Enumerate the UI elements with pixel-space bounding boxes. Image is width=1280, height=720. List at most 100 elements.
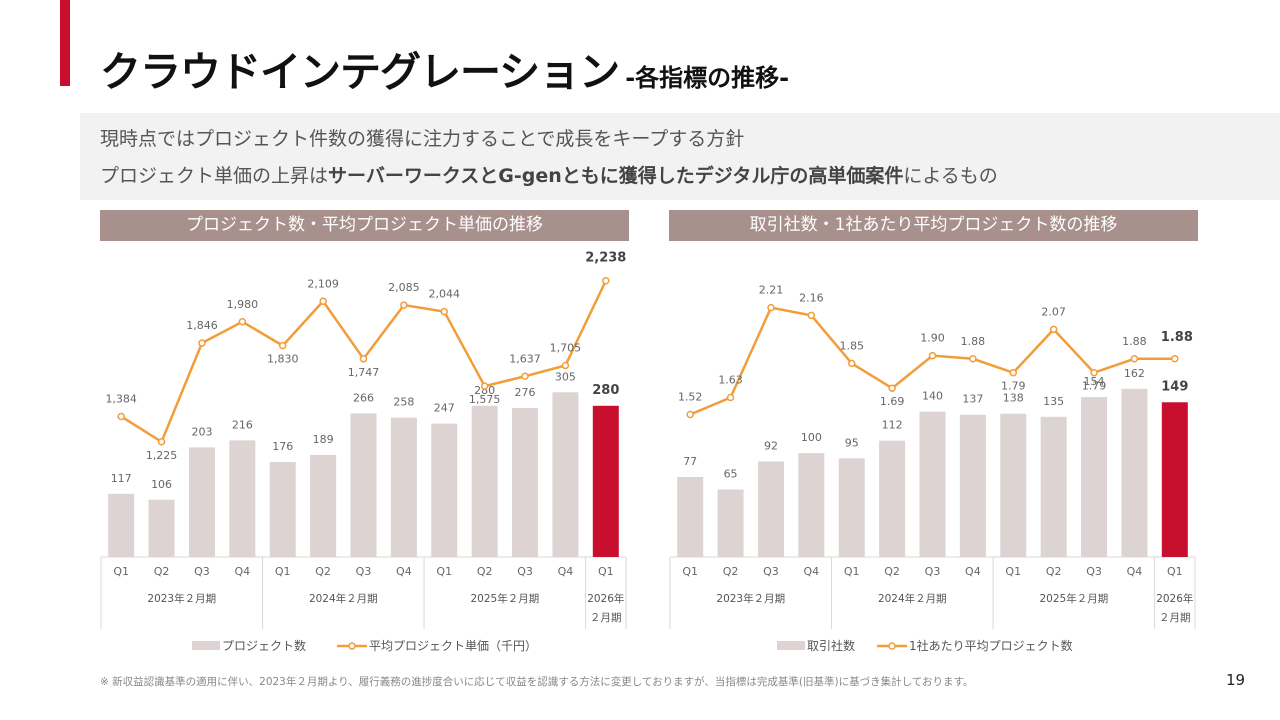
- chart-right-line-point-5: [888, 384, 896, 392]
- chart-right-bar-4: [838, 458, 865, 557]
- chart-left-bar-9: [471, 405, 498, 557]
- chart-left-category-9: Q2: [477, 565, 493, 578]
- chart-left-line-label-7: 2,085: [388, 281, 420, 294]
- chart-right-line-point-8: [1009, 368, 1018, 377]
- chart-left-bar-5: [310, 454, 337, 557]
- chart-right-line-label-5: 1.69: [880, 395, 905, 408]
- chart-left-line-label-8: 2,044: [429, 288, 461, 301]
- chart-left-bar-4: [269, 461, 296, 557]
- chart-right-bar-12: [1161, 402, 1188, 557]
- chart-right-group-label-3: 2026年２月期: [1156, 592, 1193, 624]
- summary-line-2-pre: プロジェクト単価の上昇は: [100, 165, 329, 187]
- page-title-main: クラウドインテグレーション: [100, 48, 620, 96]
- chart-left-line-label-11: 1,705: [550, 341, 582, 354]
- chart-right-group-label-0: 2023年２月期: [716, 592, 785, 605]
- page-title-sub: -各指標の推移-: [625, 64, 790, 92]
- chart-right-bar-7: [959, 414, 986, 557]
- chart-left-line-label-1: 1,225: [146, 449, 178, 462]
- chart-right-line-label-10: 1.79: [1082, 380, 1107, 393]
- chart-right-line-label-3: 2.16: [799, 291, 824, 304]
- chart-right-line-label-12: 1.88: [1161, 330, 1193, 345]
- chart-left-line-label-3: 1,980: [227, 298, 259, 311]
- chart-left-bar-label-10: 276: [515, 386, 536, 399]
- chart-left-line-label-0: 1,384: [105, 392, 137, 405]
- chart-right-category-9: Q2: [1046, 565, 1062, 578]
- chart-left-category-5: Q2: [315, 565, 331, 578]
- chart-right-line-point-2: [767, 303, 775, 312]
- chart-left-category-4: Q1: [275, 565, 291, 578]
- chart-left-line-point-8: [440, 307, 449, 316]
- chart-left-bar-1: [148, 499, 175, 557]
- title-accent-bar: [60, 0, 70, 86]
- chart-right-category-2: Q3: [763, 565, 779, 578]
- chart-right-category-0: Q1: [682, 565, 698, 578]
- chart-right-bar-0: [677, 477, 704, 557]
- page-title: クラウドインテグレーション -各指標の推移-: [100, 38, 789, 98]
- chart-left-bar-3: [229, 440, 256, 557]
- chart-left-line-point-4: [278, 341, 287, 350]
- chart-right-line-label-8: 1.79: [1001, 380, 1026, 393]
- chart-left-line-point-0: [117, 412, 125, 421]
- chart-right-line-label-6: 1.90: [920, 332, 945, 345]
- chart-right-category-11: Q4: [1127, 565, 1143, 578]
- chart-left-bar-label-0: 117: [111, 472, 132, 485]
- chart-right-line-label-2: 2.21: [759, 284, 784, 297]
- chart-right-bar-label-10: 154: [1084, 375, 1105, 388]
- chart-left-line-point-5: [319, 297, 327, 306]
- chart-left-bar-label-6: 266: [353, 391, 374, 404]
- chart-left-bar-label-3: 216: [232, 418, 253, 431]
- chart-left-category-0: Q1: [113, 565, 129, 578]
- summary-line-2: プロジェクト単価の上昇はサーバーワークスとG-genともに獲得したデジタル庁の高…: [100, 161, 998, 188]
- chart-right-line-label-9: 2.07: [1041, 305, 1066, 318]
- chart-left-bar-label-2: 203: [191, 425, 212, 438]
- chart-left-bar-7: [390, 417, 417, 557]
- chart-left-line-point-9: [480, 382, 489, 390]
- chart-right-title: 取引社数・1社あたり平均プロジェクト数の推移: [669, 210, 1198, 241]
- chart-left-line-point-10: [521, 372, 529, 381]
- chart-right-category-8: Q1: [1005, 565, 1021, 578]
- chart-left-group-label-0: 2023年２月期: [147, 592, 216, 605]
- chart-right-bar-label-7: 137: [962, 393, 983, 406]
- chart-right-category-7: Q4: [965, 565, 981, 578]
- chart-left-category-10: Q3: [517, 565, 533, 578]
- chart-right-line-point-0: [686, 410, 694, 419]
- chart-right-line-label-11: 1.88: [1122, 335, 1147, 348]
- chart-right-category-1: Q2: [723, 565, 739, 578]
- chart-left-bar-12: [592, 405, 619, 557]
- chart-right-bar-5: [879, 440, 906, 557]
- chart-left-line-label-6: 1,747: [348, 366, 380, 379]
- chart-right-bar-10: [1081, 397, 1108, 557]
- chart-left-category-7: Q4: [396, 565, 412, 578]
- chart-right-line-point-11: [1130, 355, 1139, 363]
- chart-right-bar-9: [1040, 416, 1067, 557]
- chart-left-line-label-10: 1,637: [509, 352, 541, 365]
- chart-right-line-point-1: [726, 393, 735, 402]
- chart-right-category-4: Q1: [844, 565, 860, 578]
- chart-left-bar-8: [431, 423, 458, 557]
- chart-right-bar-label-3: 100: [801, 431, 822, 444]
- chart-right-bar-11: [1121, 388, 1148, 557]
- chart-left-line-point-1: [157, 438, 166, 446]
- chart-right-line-point-4: [847, 359, 856, 368]
- chart-left-line-label-2: 1,846: [186, 319, 218, 332]
- chart-right-line-label-4: 1.85: [839, 339, 864, 352]
- chart-right-line-label-1: 1.63: [718, 373, 743, 386]
- chart-right-legend-bar-label: 取引社数: [807, 638, 855, 653]
- chart-left-legend-bar-swatch: [192, 641, 220, 650]
- chart-right-line-point-6: [928, 351, 937, 360]
- chart-right-bar-label-5: 112: [882, 419, 903, 432]
- chart-right-legend-line-marker: [888, 642, 896, 650]
- chart-left-bar-label-11: 305: [555, 370, 576, 383]
- chart-left-bar-2: [188, 447, 215, 557]
- chart-left-bar-label-7: 258: [393, 396, 414, 409]
- chart-left-group-label-3: 2026年２月期: [587, 592, 624, 624]
- chart-right-legend-line-label: 1社あたり平均プロジェクト数: [909, 638, 1073, 653]
- chart-left-bar-label-9: 280: [474, 384, 495, 397]
- chart-right-category-6: Q3: [925, 565, 941, 578]
- chart-right-line-point-7: [969, 355, 977, 363]
- chart-left-group-label-2: 2025年２月期: [470, 592, 539, 605]
- chart-right-bar-label-8: 138: [1003, 392, 1024, 405]
- chart-right-bar-2: [757, 461, 784, 557]
- chart-left-category-6: Q3: [356, 565, 372, 578]
